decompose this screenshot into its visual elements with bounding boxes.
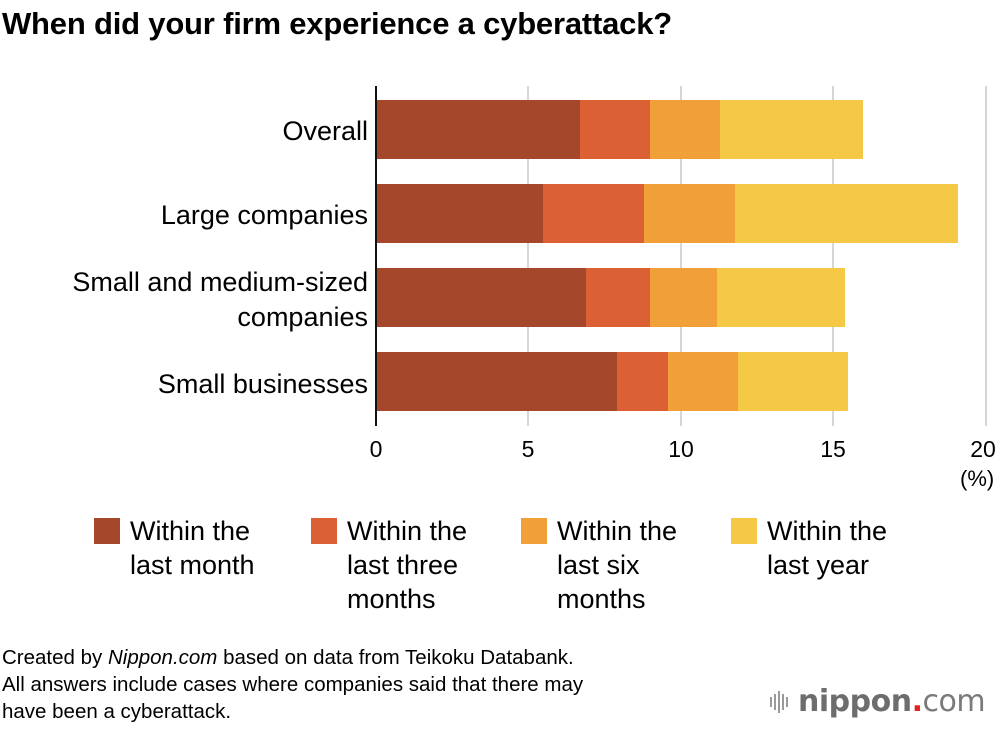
x-tick-20: 20 bbox=[970, 436, 996, 462]
bar-segment-within-the-last-six-months bbox=[650, 268, 718, 327]
bar-segment-within-the-last-three-months bbox=[616, 352, 669, 411]
x-axis-unit: (%) bbox=[960, 466, 995, 491]
category-label-small: Small businesses bbox=[157, 369, 368, 399]
category-label-sme: Small and medium-sized companies bbox=[72, 267, 368, 332]
bar-segment-within-the-last-three-months bbox=[580, 100, 651, 159]
x-tick-15: 15 bbox=[820, 436, 846, 462]
bar-segment-within-the-last-year bbox=[738, 352, 848, 411]
legend-swatch bbox=[311, 518, 337, 544]
bar-segment-within-the-last-year bbox=[735, 184, 958, 243]
bar-segment-within-the-last-three-months bbox=[586, 268, 651, 327]
bar-segment-within-the-last-year bbox=[717, 268, 845, 327]
gridline-10 bbox=[680, 86, 682, 426]
sound-bars-icon bbox=[770, 690, 790, 713]
gridline-15 bbox=[832, 86, 834, 426]
x-tick-5: 5 bbox=[521, 436, 535, 462]
bar-small-businesses bbox=[376, 352, 848, 411]
bar-segment-within-the-last-six-months bbox=[668, 352, 739, 411]
gridline-20 bbox=[985, 86, 987, 426]
bar-segment-within-the-last-six-months bbox=[643, 184, 736, 243]
bar-segment-within-the-last-month bbox=[376, 352, 617, 411]
bar-segment-within-the-last-month bbox=[376, 100, 580, 159]
bar-overall bbox=[376, 100, 864, 159]
legend-item-last-three-months: Within the last three months bbox=[311, 514, 467, 616]
plot-area: Overall Large companies Small and medium… bbox=[72, 86, 996, 491]
legend-item-last-month: Within the last month bbox=[94, 514, 255, 582]
bar-segment-within-the-last-six-months bbox=[650, 100, 721, 159]
nippon-logo: nippon.com bbox=[770, 684, 986, 719]
bar-segment-within-the-last-month bbox=[376, 268, 587, 327]
x-tick-10: 10 bbox=[668, 436, 694, 462]
gridline-5 bbox=[527, 86, 529, 426]
legend-swatch bbox=[521, 518, 547, 544]
bar-segment-within-the-last-three-months bbox=[543, 184, 644, 243]
legend-swatch bbox=[94, 518, 120, 544]
bar-segment-within-the-last-year bbox=[720, 100, 864, 159]
bar-segment-within-the-last-month bbox=[376, 184, 544, 243]
legend-item-last-six-months: Within the last six months bbox=[521, 514, 677, 616]
category-label-large: Large companies bbox=[160, 200, 368, 230]
category-label-overall: Overall bbox=[282, 116, 368, 146]
source-note: Created by Nippon.com based on data from… bbox=[2, 646, 584, 723]
chart-title: When did your firm experience a cyberatt… bbox=[2, 6, 672, 41]
legend-item-last-year: Within the last year bbox=[731, 514, 887, 582]
bar-sme bbox=[376, 268, 845, 327]
bar-large-companies bbox=[376, 184, 958, 243]
x-tick-0: 0 bbox=[369, 436, 383, 462]
legend-swatch bbox=[731, 518, 757, 544]
y-axis-line bbox=[375, 86, 377, 426]
